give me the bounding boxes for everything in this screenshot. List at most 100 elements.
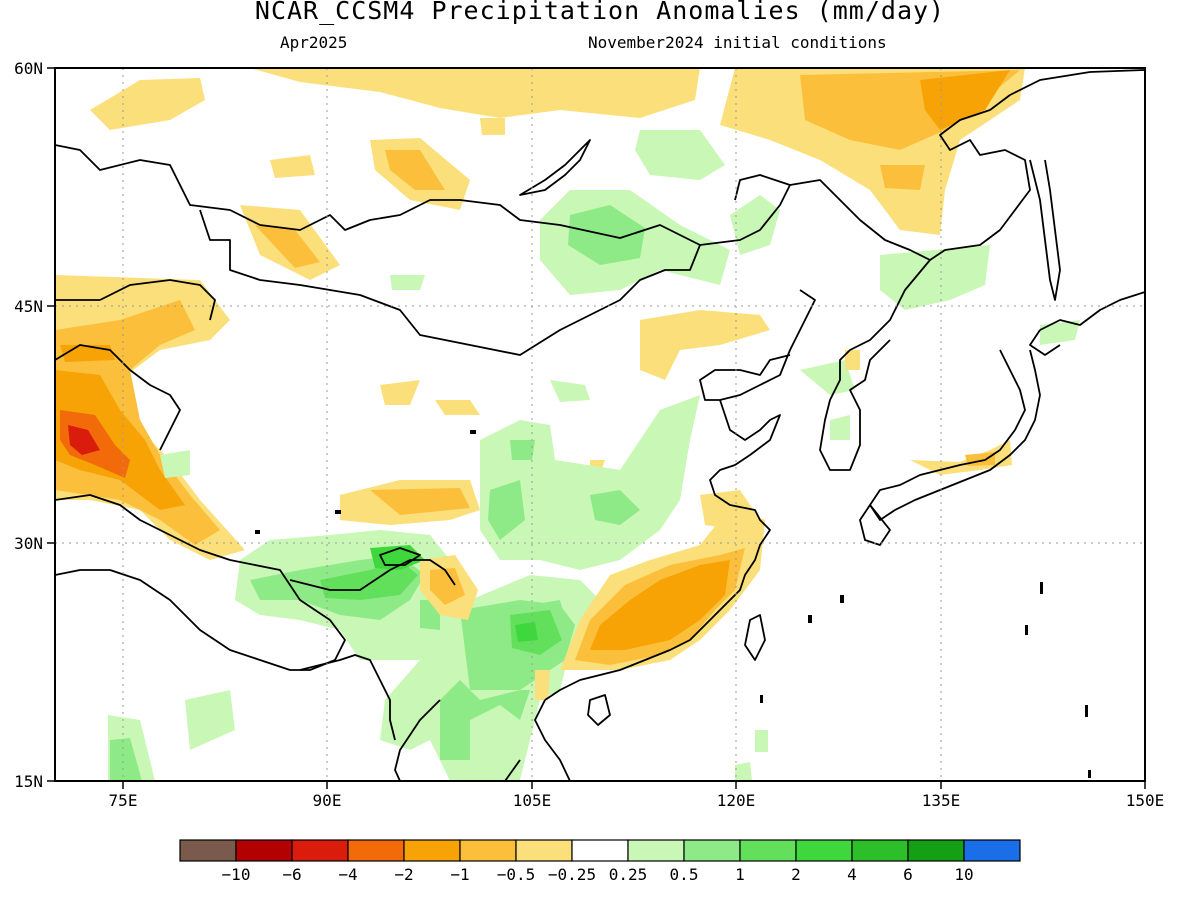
anomaly-region-yellow	[435, 400, 480, 415]
lat-label-15n: 15N	[14, 772, 43, 791]
anomaly-region-dark-orange	[590, 560, 730, 650]
anomaly-region-dark-orange	[60, 345, 115, 362]
anomaly-region-green	[590, 490, 640, 525]
anomaly-region-light-green	[800, 360, 855, 395]
colorbar-label: 1	[735, 865, 745, 884]
small-islands	[255, 430, 1091, 778]
lake-baikal	[519, 139, 591, 196]
anomaly-region-yellow	[700, 490, 760, 530]
valid-month-label: Apr2025	[280, 33, 348, 52]
anomaly-region-yellow	[250, 68, 700, 118]
japan-hokkaido	[1029, 291, 1145, 356]
japan-kyushu	[859, 504, 891, 546]
anomaly-shading	[55, 68, 1080, 781]
lon-label-135e: 135E	[922, 791, 961, 810]
colorbar-label: 0.5	[670, 865, 699, 884]
taiwan-coast	[744, 614, 766, 661]
colorbar-swatch	[907, 839, 965, 862]
anomaly-region-green	[510, 440, 535, 460]
lon-label-120e: 120E	[717, 791, 756, 810]
colorbar-swatch	[739, 839, 797, 862]
colorbar-label: −0.25	[548, 865, 596, 884]
colorbar-swatch	[347, 839, 405, 862]
colorbar-label: 4	[847, 865, 857, 884]
anomaly-region-orange	[55, 300, 220, 545]
anomaly-region-light-green	[880, 245, 990, 310]
india-coast	[55, 559, 346, 671]
lon-label-90e: 90E	[313, 791, 342, 810]
lon-label-75e: 75E	[109, 791, 138, 810]
colorbar-label: −4	[338, 865, 357, 884]
colorbar-swatch	[795, 839, 853, 862]
anomaly-region-dark-orange	[55, 370, 185, 510]
anomaly-region-light-green	[185, 690, 235, 750]
hainan-coast	[587, 694, 611, 726]
anomaly-region-yellow	[640, 310, 770, 380]
map-title: NCAR_CCSM4 Precipitation Anomalies (mm/d…	[254, 0, 946, 25]
colorbar-label: −1	[450, 865, 469, 884]
anomaly-region-orange	[255, 225, 320, 268]
colorbar-swatch	[683, 839, 741, 862]
colorbar-swatch	[627, 839, 685, 862]
colorbar-swatch	[515, 839, 573, 862]
anomaly-region-light-green	[1040, 320, 1080, 345]
korea-coast	[819, 259, 931, 471]
anomaly-region-light-green	[160, 450, 190, 478]
anomaly-region-light-green	[550, 380, 590, 402]
japan-honshu	[869, 349, 1041, 521]
anomaly-region-yellow	[535, 670, 550, 700]
anomaly-region-light-green	[830, 415, 850, 440]
colorbar-label: 6	[903, 865, 913, 884]
anomaly-region-light-green	[635, 130, 725, 180]
colorbar-label: −2	[394, 865, 413, 884]
grid-lines	[55, 68, 1145, 781]
colorbar-swatch	[235, 839, 293, 862]
central-asia-border	[55, 344, 181, 451]
anomaly-region-yellow	[90, 78, 205, 130]
anomaly-region-yellow	[380, 380, 420, 405]
colorbar-swatch	[403, 839, 461, 862]
china-east-coast	[544, 289, 816, 701]
anomaly-region-light-green	[390, 275, 425, 290]
lon-label-105e: 105E	[513, 791, 552, 810]
colorbar-swatch	[851, 839, 909, 862]
map-frame	[54, 67, 1146, 782]
anomaly-region-yellow	[845, 350, 860, 370]
lat-label-45n: 45N	[14, 297, 43, 316]
colorbar-swatch	[179, 839, 237, 862]
colorbar-swatch	[571, 839, 629, 862]
colorbar-swatch	[459, 839, 517, 862]
lat-label-30n: 30N	[14, 534, 43, 553]
colorbar-label: −0.5	[497, 865, 536, 884]
anomaly-region-red	[68, 425, 100, 455]
lon-label-150e: 150E	[1126, 791, 1165, 810]
anomaly-region-dark-orange	[920, 70, 1010, 130]
china-northeast-border	[699, 69, 1145, 261]
anomaly-region-yellow	[480, 118, 505, 135]
tick-marks	[47, 67, 1146, 789]
colorbar-label: 2	[791, 865, 801, 884]
anomaly-region-green-4	[515, 622, 538, 642]
colorbar-label: −6	[282, 865, 301, 884]
colorbar-label: −10	[222, 865, 251, 884]
coastlines-and-borders	[55, 69, 1145, 781]
anomaly-region-orange	[385, 150, 445, 190]
anomaly-region-green	[110, 738, 142, 781]
anomaly-region-light-green	[480, 395, 700, 570]
anomaly-region-orange	[880, 165, 925, 190]
colorbar-label: 0.25	[609, 865, 648, 884]
colorbar-swatch	[963, 839, 1021, 862]
initial-conditions-label: November2024 initial conditions	[588, 33, 887, 52]
lat-label-60n: 60N	[14, 59, 43, 78]
anomaly-region-light-green	[730, 195, 780, 255]
anomaly-region-yellow	[910, 440, 1012, 475]
anomaly-region-orange	[430, 568, 465, 605]
colorbar-label: 10	[954, 865, 973, 884]
kazakh-border	[55, 279, 216, 321]
colorbar-swatch	[291, 839, 349, 862]
tibet-lakes	[379, 547, 421, 566]
colorbar: −10 −6 −4 −2 −1 −0.5 −0.25 0.25 0.5 1 2 4 6 10	[179, 839, 1021, 884]
anomaly-region-light-green	[735, 762, 752, 781]
indochina-coast	[394, 699, 571, 781]
